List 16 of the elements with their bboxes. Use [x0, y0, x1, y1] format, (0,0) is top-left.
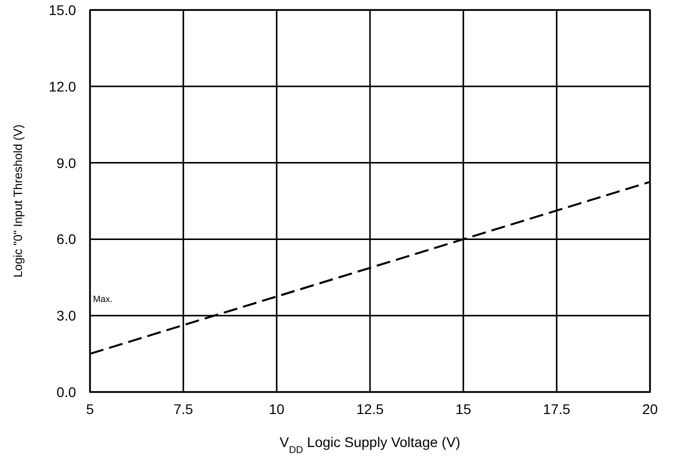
- y-tick-label: 12.0: [48, 78, 76, 94]
- y-tick-label: 0.0: [56, 384, 76, 400]
- y-axis-title: Logic "0" Input Threshold (V): [11, 124, 25, 278]
- y-tick-label: 9.0: [56, 154, 76, 171]
- annotation: Max.: [93, 294, 113, 304]
- x-tick-label: 15: [456, 401, 472, 417]
- x-tick-label: 10: [268, 401, 285, 417]
- y-tick-label: 3.0: [56, 308, 76, 324]
- x-tick-label: 20: [642, 401, 658, 417]
- y-tick-label: 6.0: [56, 231, 76, 248]
- x-tick-label: 5: [86, 401, 94, 417]
- x-axis-title: V$_{DD}$ Logic Supply Voltage (V): [280, 434, 460, 456]
- x-tick-label: 17.5: [543, 401, 571, 417]
- x-tick-label: 12.5: [356, 401, 384, 417]
- y-tick-label: 15.0: [48, 2, 76, 18]
- x-tick-label: 7.5: [174, 401, 194, 417]
